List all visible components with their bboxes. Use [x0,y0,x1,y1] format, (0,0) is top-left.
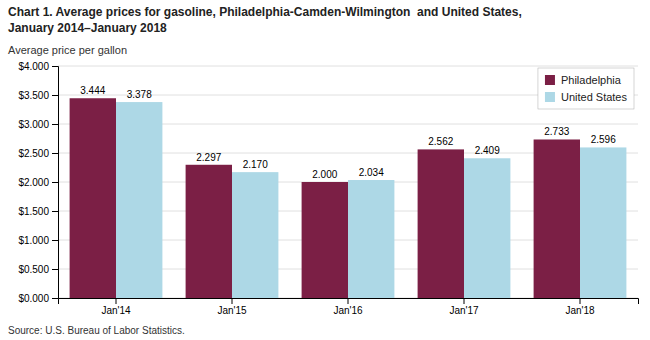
bar [464,158,510,298]
legend: Philadelphia United States [538,68,634,109]
bar [302,182,348,298]
y-tick-label: $0.500 [18,264,49,275]
bar [186,165,232,298]
y-tick: $2.500 [18,148,58,159]
x-tick: Jan'17 [449,298,479,316]
data-label: 2.596 [591,134,616,145]
x-tick-mark [348,298,349,304]
y-tick-mark [52,66,58,67]
y-tick: $0.500 [18,264,58,275]
chart: Chart 1. Average prices for gasoline, Ph… [0,0,650,340]
legend-label: United States [561,91,628,103]
source: Source: U.S. Bureau of Labor Statistics. [8,325,185,336]
y-tick-mark [52,95,58,96]
y-tick: $4.000 [18,61,58,72]
y-tick-mark [52,298,58,299]
bar [418,149,464,298]
data-label: 2.000 [312,169,337,180]
data-label: 2.733 [544,126,569,137]
grid-line [58,66,638,67]
y-tick: $0.000 [18,293,58,304]
x-tick-label: Jan'17 [449,305,479,316]
data-labels: 3.444 2.297 2.000 2.562 2.733 3.378 2.170 2.034… [80,85,616,180]
y-tick: $3.000 [18,119,58,130]
bar [580,147,626,298]
y-tick: $1.500 [18,206,58,217]
y-tick: $2.000 [18,177,58,188]
y-tick: $1.000 [18,235,58,246]
y-tick-mark [52,182,58,183]
x-tick: Jan'16 [333,298,363,316]
x-tick-mark [232,298,233,304]
y-tick-mark [52,153,58,154]
bar [232,172,278,298]
x-axis-line [59,299,639,305]
y-tick-mark [52,124,58,125]
legend-label: Philadelphia [561,74,622,86]
grid [58,66,638,298]
y-tick-label: $1.500 [18,206,49,217]
y-tick-mark [52,269,58,270]
y-tick-label: $2.500 [18,148,49,159]
data-label: 2.562 [428,136,453,147]
x-tick-label: Jan'18 [565,305,595,316]
bars [70,98,627,298]
bar [348,180,394,298]
data-label: 2.170 [243,159,268,170]
bar [116,102,162,298]
x-tick-label: Jan'15 [217,305,247,316]
legend-swatch [545,75,555,85]
legend-frame [538,68,634,109]
title: Chart 1. Average prices for gasoline, Ph… [8,5,522,19]
data-label: 3.378 [127,89,152,100]
y-tick-label: $2.000 [18,177,49,188]
bar [534,139,580,298]
y-tick-label: $3.500 [18,90,49,101]
data-label: 2.034 [359,167,384,178]
subtitle: January 2014–January 2018 [8,21,167,35]
y-axis: $0.000 $0.500 $1.000 $1.500 $2.000 $2.500 $3.0… [18,61,58,304]
y-tick: $3.500 [18,90,58,101]
x-tick-mark [464,298,465,304]
x-tick-mark [580,298,581,304]
y-tick-label: $1.000 [18,235,49,246]
y-tick-label: $0.000 [18,293,49,304]
bar [70,98,116,298]
y-axis-line [52,67,59,299]
data-label: 3.444 [80,85,105,96]
x-tick: Jan'15 [217,298,247,316]
x-tick-mark [116,298,117,304]
x-tick: Jan'18 [565,298,595,316]
x-tick-label: Jan'16 [333,305,363,316]
data-label: 2.409 [475,145,500,156]
data-label: 2.297 [196,152,221,163]
y-tick-label: $4.000 [18,61,49,72]
y-axis-title: Average price per gallon [8,44,127,56]
y-tick-mark [52,211,58,212]
plot: $0.000 $0.500 $1.000 $1.500 $2.000 $2.500 $3.0… [18,61,638,316]
x-tick-label: Jan'14 [101,305,131,316]
x-axis: Jan'14 Jan'15 Jan'16 Jan'17 Jan'18 [59,298,639,316]
y-tick-label: $3.000 [18,119,49,130]
y-tick-mark [52,240,58,241]
x-tick: Jan'14 [101,298,131,316]
legend-swatch [545,92,555,102]
